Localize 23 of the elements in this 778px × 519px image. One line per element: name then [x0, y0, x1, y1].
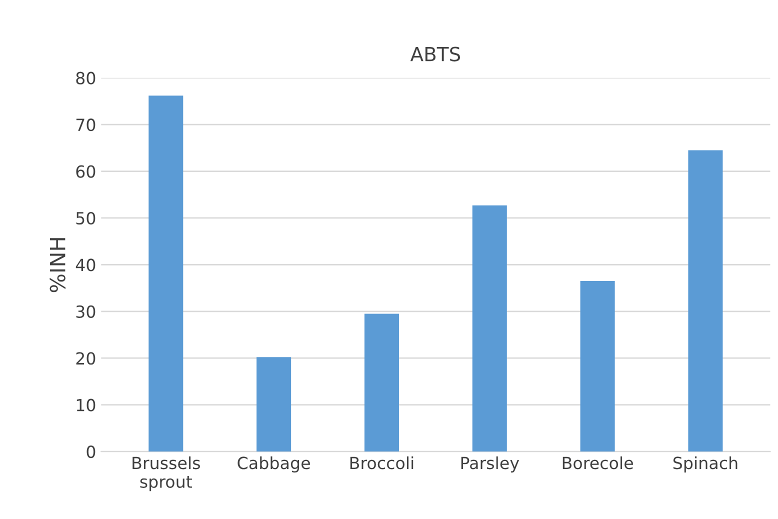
bar — [472, 205, 507, 452]
y-tick-label: 50 — [76, 212, 96, 225]
bar — [364, 314, 399, 452]
y-tick-label: 70 — [76, 118, 96, 132]
y-tick-label: 40 — [76, 258, 96, 272]
y-tick-label: 30 — [76, 305, 96, 318]
y-tick-label: 0 — [86, 445, 96, 458]
y-tick-label: 60 — [76, 165, 96, 178]
chart-title: ABTS — [410, 46, 460, 62]
x-tick-label: Borecole — [562, 456, 633, 470]
x-tick-label: Parsley — [461, 456, 520, 473]
x-tick-label: Spinach — [673, 456, 738, 473]
bar — [256, 357, 292, 452]
x-tick-label: Cabbage — [238, 456, 310, 473]
bar — [580, 281, 615, 452]
bar — [688, 150, 723, 452]
y-axis-title: %INH — [50, 238, 66, 292]
y-tick-label: 20 — [76, 352, 96, 365]
bar — [148, 96, 184, 452]
y-tick-label: 80 — [76, 72, 96, 84]
y-tick-label: 10 — [76, 398, 96, 412]
x-tick-label: Brussels sprout — [132, 456, 200, 492]
x-tick-label: Broccoli — [350, 456, 414, 470]
